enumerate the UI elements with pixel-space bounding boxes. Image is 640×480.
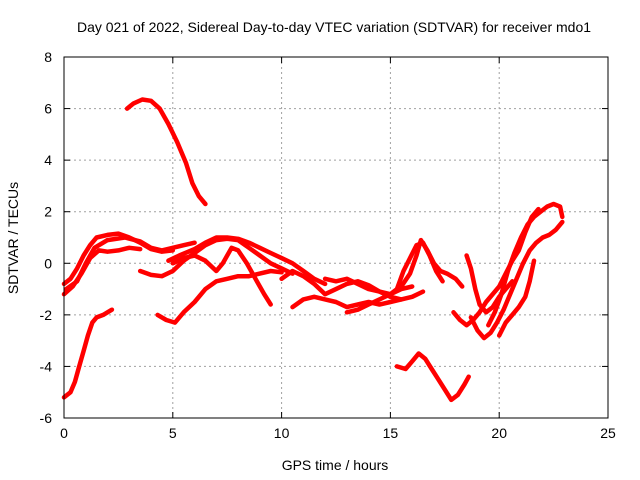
y-tick-label: 4	[44, 152, 52, 168]
y-tick-label: 2	[44, 204, 52, 220]
y-tick-label: 6	[44, 101, 52, 117]
series-arc-evening-4	[486, 201, 565, 328]
y-tick-label: -6	[40, 410, 53, 426]
series-arc-rising-low	[61, 307, 115, 400]
series-arc-low-evening	[394, 351, 471, 403]
x-axis-label: GPS time / hours	[282, 457, 389, 473]
y-tick-label: -4	[40, 358, 53, 374]
series-arc-afternoon-5	[399, 237, 465, 289]
series-layer	[61, 97, 565, 403]
series-arc-evening-5	[496, 258, 537, 338]
series-arc-evening-3	[468, 219, 565, 341]
series-arc-midday-4	[170, 245, 273, 307]
series-arc-midday-2	[155, 268, 284, 325]
series-arc-afternoon-2	[290, 294, 404, 310]
x-tick-label: 10	[274, 425, 290, 441]
series-arc-midday-3	[166, 235, 328, 287]
x-tick-label: 25	[600, 425, 616, 441]
series-arc-afternoon-3	[322, 276, 426, 302]
y-axis-label: SDTVAR / TECUs	[5, 182, 21, 294]
series-arc-early-3	[63, 235, 197, 292]
x-tick-label: 5	[169, 425, 177, 441]
plot-frame	[63, 56, 609, 419]
series-arc-midday-1	[137, 236, 295, 279]
axes-ticks: 0 5 10 15 20 25 -6 -4 -2 0 2 4 6 8	[40, 49, 616, 441]
grid	[64, 57, 608, 418]
x-tick-label: 15	[383, 425, 399, 441]
series-arc-morning-high	[124, 97, 208, 207]
y-tick-label: 8	[44, 49, 52, 65]
y-tick-label: -2	[40, 307, 53, 323]
y-tick-label: 0	[44, 255, 52, 271]
chart-title: Day 021 of 2022, Sidereal Day-to-day VTE…	[77, 19, 591, 35]
x-tick-label: 0	[60, 425, 68, 441]
x-tick-label: 20	[491, 425, 507, 441]
